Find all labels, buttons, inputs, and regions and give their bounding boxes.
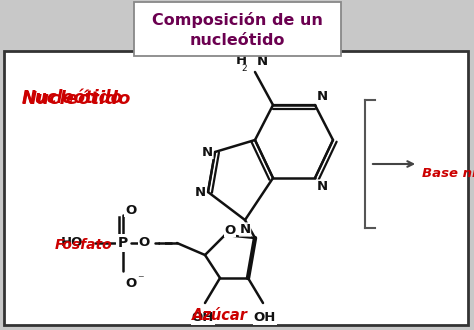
Text: N: N: [317, 180, 328, 193]
Text: O: O: [224, 223, 236, 237]
Text: Nucleótido: Nucleótido: [22, 89, 123, 107]
Text: Fosfato: Fosfato: [55, 238, 113, 252]
Text: H: H: [236, 54, 247, 67]
Text: Composición de un
nucleótido: Composición de un nucleótido: [152, 13, 322, 48]
Text: N: N: [317, 90, 328, 103]
Text: HO: HO: [61, 237, 83, 249]
Text: Azúcar: Azúcar: [192, 308, 248, 322]
Text: P: P: [118, 236, 128, 250]
Text: O: O: [139, 237, 150, 249]
FancyBboxPatch shape: [4, 51, 468, 325]
Text: Base nitrogenada: Base nitrogenada: [422, 168, 474, 181]
Text: N: N: [257, 55, 268, 68]
Text: N: N: [239, 223, 251, 236]
FancyBboxPatch shape: [134, 2, 341, 56]
Text: OH: OH: [254, 311, 276, 324]
Text: N: N: [195, 185, 206, 199]
Text: Nucleótido: Nucleótido: [22, 90, 131, 108]
Text: 2: 2: [241, 64, 247, 73]
Text: N: N: [202, 146, 213, 158]
Text: O: O: [125, 204, 136, 216]
Text: ⁻: ⁻: [137, 273, 144, 286]
Text: O: O: [125, 277, 136, 290]
Text: OH: OH: [192, 311, 214, 324]
